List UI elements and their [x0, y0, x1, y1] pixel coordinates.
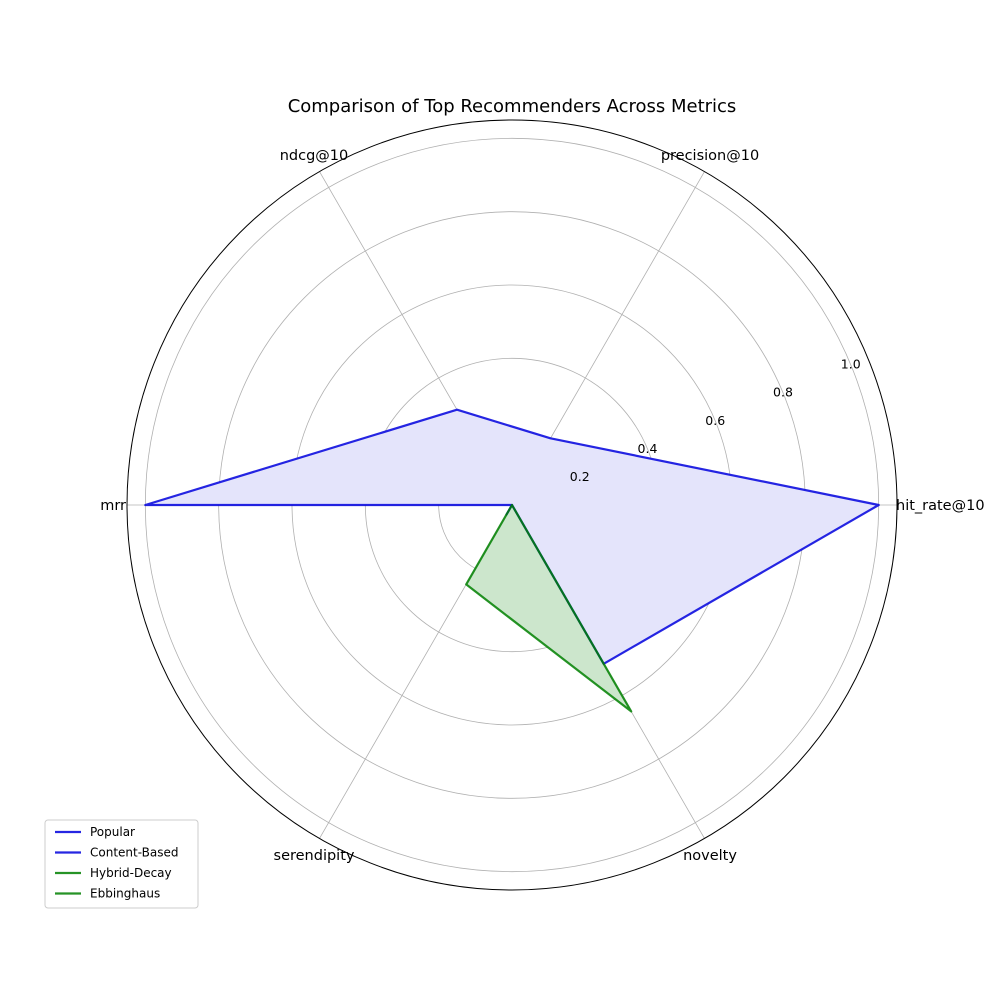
- tick-label-0: 0.2: [570, 469, 590, 484]
- legend-label-1: Content-Based: [90, 846, 178, 860]
- chart-title: Comparison of Top Recommenders Across Me…: [288, 96, 737, 117]
- axis-label-0: hit_rate@10: [896, 498, 985, 514]
- legend-label-3: Ebbinghaus: [90, 887, 160, 901]
- polar-frame: [126, 119, 898, 891]
- legend-label-2: Hybrid-Decay: [90, 866, 172, 880]
- tick-label-4: 1.0: [841, 357, 861, 372]
- legend: Popular Content-Based Hybrid-Decay Ebbingha…: [44, 819, 199, 909]
- axis-labels: hit_rate@10 precision@10 ndcg@10 mrr serendi…: [100, 148, 984, 864]
- tick-label-2: 0.6: [705, 413, 725, 428]
- axis-label-1: precision@10: [661, 148, 759, 164]
- radial-tick-labels: 0.2 0.4 0.6 0.8 1.0: [570, 357, 861, 484]
- series-layer: [144, 408, 880, 713]
- legend-box: [44, 819, 199, 909]
- tick-label-3: 0.8: [773, 385, 793, 400]
- tick-label-1: 0.4: [638, 441, 658, 456]
- series-fill-2: [466, 505, 632, 712]
- axis-label-3: mrr: [100, 498, 126, 514]
- legend-label-0: Popular: [90, 825, 135, 839]
- axis-label-2: ndcg@10: [280, 148, 349, 164]
- axis-label-4: serendipity: [274, 848, 355, 864]
- series-line-2: [465, 503, 633, 713]
- axis-label-5: novelty: [683, 848, 737, 864]
- series-fill-0: [145, 409, 879, 664]
